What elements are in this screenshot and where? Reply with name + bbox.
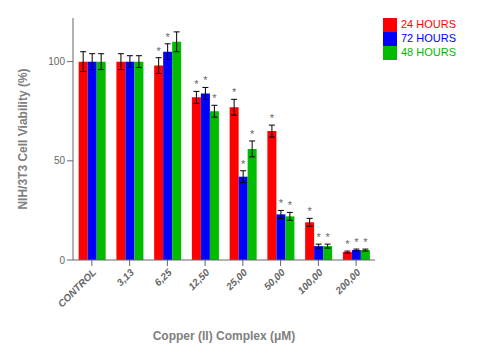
svg-text:*: * [307,205,312,217]
svg-text:200,00: 200,00 [332,266,362,296]
svg-text:*: * [194,78,199,90]
svg-text:*: * [250,128,255,140]
svg-text:CONTROL: CONTROL [56,267,99,310]
svg-text:*: * [354,236,359,248]
svg-text:*: * [270,112,275,124]
svg-text:100,00: 100,00 [295,266,325,296]
html-text:72 HOURS: 72 HOURS [401,32,456,45]
svg-text:*: * [325,231,330,243]
svg-text:50: 50 [54,155,66,166]
svg-text:*: * [166,31,171,43]
svg-text:*: * [316,231,321,243]
svg-text:*: * [363,236,368,248]
svg-text:Copper (II) Complex (μM): Copper (II) Complex (μM) [153,329,296,343]
svg-text:0: 0 [59,255,65,266]
svg-text:*: * [157,45,162,57]
svg-text:50,00: 50,00 [262,266,288,292]
svg-text:*: * [232,86,237,98]
svg-text:*: * [345,238,350,250]
svg-text:12,50: 12,50 [186,266,212,292]
svg-text:*: * [203,74,208,86]
svg-text:3,13: 3,13 [115,266,137,288]
svg-text:*: * [212,92,217,104]
svg-text:*: * [241,158,246,170]
svg-text:100: 100 [48,56,65,67]
svg-text:6,25: 6,25 [152,266,174,288]
svg-text:*: * [288,199,293,211]
html-text:24 HOURS: 24 HOURS [401,18,456,30]
html-text:48 HOURS: 48 HOURS [401,46,456,59]
svg-text:25,00: 25,00 [223,266,249,292]
svg-text:*: * [279,197,284,209]
svg-text:NIH/3T3 Cell Viability (%): NIH/3T3 Cell Viability (%) [16,68,30,209]
